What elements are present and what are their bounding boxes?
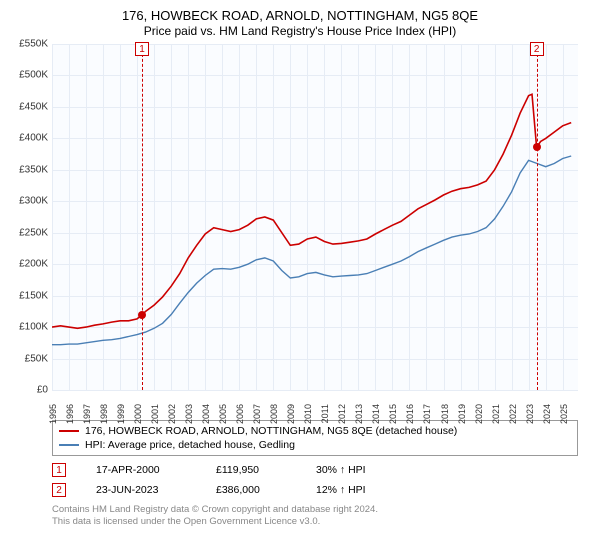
event-dash xyxy=(537,44,538,390)
footer-attribution: Contains HM Land Registry data © Crown c… xyxy=(52,504,578,528)
x-tick-label: 2010 xyxy=(303,404,313,424)
x-tick-label: 2023 xyxy=(525,404,535,424)
chart-area: 1995199619971998199920002001200220032004… xyxy=(52,44,578,414)
event-date: 23-JUN-2023 xyxy=(96,484,186,496)
y-tick-label: £400K xyxy=(19,133,48,144)
legend-item: HPI: Average price, detached house, Gedl… xyxy=(59,438,571,452)
y-tick-label: £350K xyxy=(19,164,48,175)
chart-title: 176, HOWBECK ROAD, ARNOLD, NOTTINGHAM, N… xyxy=(10,8,590,23)
x-tick-label: 1995 xyxy=(48,404,58,424)
x-tick-label: 2015 xyxy=(388,404,398,424)
event-table: 1 17-APR-2000 £119,950 30% ↑ HPI 2 23-JUN-202… xyxy=(52,460,578,500)
y-tick-label: £200K xyxy=(19,259,48,270)
series-hpi xyxy=(52,156,571,345)
event-date: 17-APR-2000 xyxy=(96,464,186,476)
x-tick-label: 2012 xyxy=(337,404,347,424)
event-dash xyxy=(142,44,143,390)
x-tick-label: 2016 xyxy=(405,404,415,424)
y-tick-label: £300K xyxy=(19,196,48,207)
x-tick-label: 2008 xyxy=(269,404,279,424)
x-tick-label: 2002 xyxy=(167,404,177,424)
x-tick-label: 2007 xyxy=(252,404,262,424)
x-tick-label: 2009 xyxy=(286,404,296,424)
legend-swatch xyxy=(59,444,79,446)
x-tick-label: 2000 xyxy=(133,404,143,424)
x-tick-label: 1998 xyxy=(99,404,109,424)
event-badge: 2 xyxy=(530,42,544,56)
chart-container: 176, HOWBECK ROAD, ARNOLD, NOTTINGHAM, N… xyxy=(0,0,600,534)
event-dot xyxy=(533,143,541,151)
event-row: 2 23-JUN-2023 £386,000 12% ↑ HPI xyxy=(52,480,578,500)
event-row: 1 17-APR-2000 £119,950 30% ↑ HPI xyxy=(52,460,578,480)
legend-label: HPI: Average price, detached house, Gedl… xyxy=(85,439,295,451)
x-tick-label: 2025 xyxy=(559,404,569,424)
x-tick-label: 2014 xyxy=(371,404,381,424)
event-dot xyxy=(138,311,146,319)
y-tick-label: £100K xyxy=(19,322,48,333)
x-tick-label: 1996 xyxy=(65,404,75,424)
x-tick-label: 2011 xyxy=(320,404,330,423)
footer-line-2: This data is licensed under the Open Gov… xyxy=(52,516,578,528)
x-axis-ticks: 1995199619971998199920002001200220032004… xyxy=(52,390,578,414)
chart-svg xyxy=(52,44,578,390)
legend: 176, HOWBECK ROAD, ARNOLD, NOTTINGHAM, N… xyxy=(52,420,578,456)
event-delta: 30% ↑ HPI xyxy=(316,464,366,476)
x-tick-label: 2024 xyxy=(542,404,552,424)
x-tick-label: 1997 xyxy=(82,404,92,424)
y-tick-label: £50K xyxy=(25,353,48,364)
legend-item: 176, HOWBECK ROAD, ARNOLD, NOTTINGHAM, N… xyxy=(59,424,571,438)
event-price: £119,950 xyxy=(216,464,286,476)
legend-label: 176, HOWBECK ROAD, ARNOLD, NOTTINGHAM, N… xyxy=(85,425,457,437)
event-delta: 12% ↑ HPI xyxy=(316,484,366,496)
y-tick-label: £250K xyxy=(19,227,48,238)
x-tick-label: 2019 xyxy=(457,404,467,424)
x-tick-label: 2006 xyxy=(235,404,245,424)
x-tick-label: 1999 xyxy=(116,404,126,424)
event-row-badge: 2 xyxy=(52,483,66,497)
x-tick-label: 2022 xyxy=(508,404,518,424)
event-row-badge: 1 xyxy=(52,463,66,477)
x-tick-label: 2005 xyxy=(218,404,228,424)
x-tick-label: 2004 xyxy=(201,404,211,424)
series-price_paid xyxy=(52,94,571,328)
x-tick-label: 2013 xyxy=(354,404,364,424)
event-badge: 1 xyxy=(135,42,149,56)
x-tick-label: 2001 xyxy=(150,404,160,424)
legend-swatch xyxy=(59,430,79,432)
chart-subtitle: Price paid vs. HM Land Registry's House … xyxy=(10,24,590,38)
x-tick-label: 2003 xyxy=(184,404,194,424)
x-tick-label: 2021 xyxy=(491,404,501,424)
x-tick-label: 2017 xyxy=(422,404,432,424)
y-tick-label: £0 xyxy=(37,385,48,396)
footer-line-1: Contains HM Land Registry data © Crown c… xyxy=(52,504,578,516)
x-tick-label: 2018 xyxy=(440,404,450,424)
y-tick-label: £150K xyxy=(19,290,48,301)
event-price: £386,000 xyxy=(216,484,286,496)
y-tick-label: £500K xyxy=(19,70,48,81)
y-tick-label: £550K xyxy=(19,39,48,50)
y-tick-label: £450K xyxy=(19,101,48,112)
x-tick-label: 2020 xyxy=(474,404,484,424)
